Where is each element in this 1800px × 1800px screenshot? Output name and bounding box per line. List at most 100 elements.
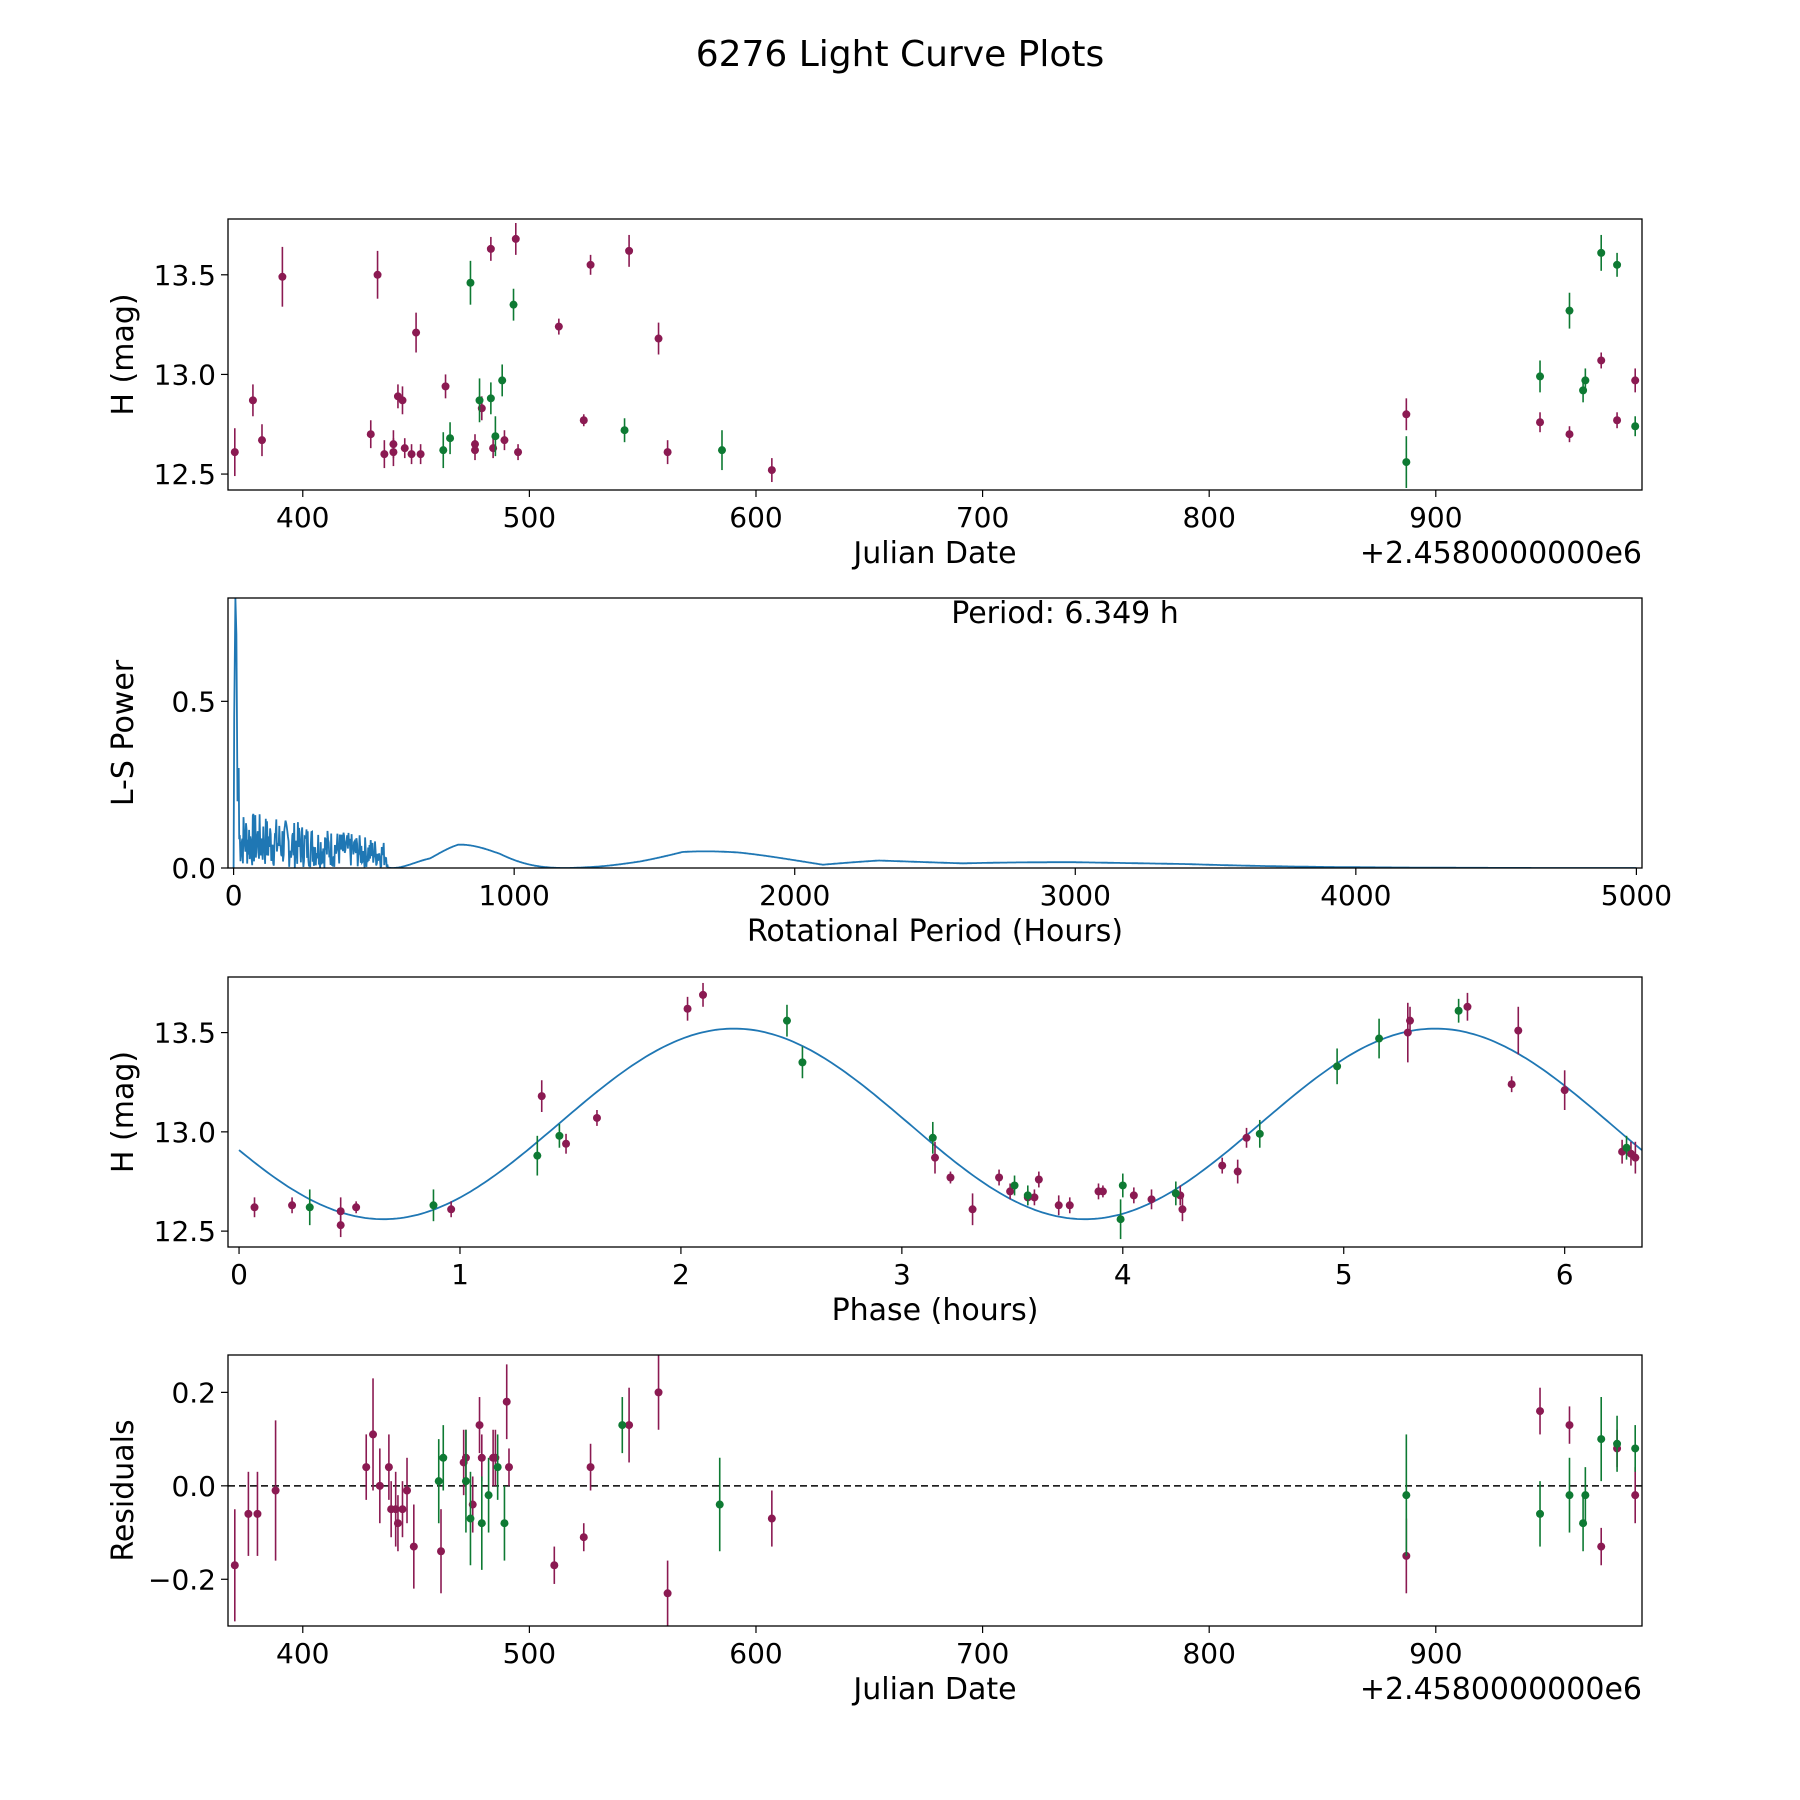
phased-point-g [533,1151,542,1160]
lightcurve-point-g [491,432,500,441]
periodogram-ytick-label: 0.5 [171,685,216,718]
phased-point-r [1218,1161,1227,1170]
lightcurve-xtick-label: 700 [956,501,1009,534]
lightcurve-point-r [257,436,266,445]
periodogram-ytick-label: 0.0 [171,852,216,885]
residuals-point-r [1597,1542,1606,1551]
lightcurve-point-g [1613,260,1622,269]
lightcurve-point-r [373,270,382,279]
lightcurve-xtick-label: 600 [729,501,782,534]
phased-xtick-label: 3 [893,1258,911,1291]
residuals-point-g [434,1477,443,1486]
periodogram-series [232,598,1637,868]
residuals-point-r [586,1463,595,1472]
periodogram-xlabel: Rotational Period (Hours) [747,914,1123,949]
lightcurve-ylabel: H (mag) [106,293,141,415]
phased-point-r [1463,1002,1472,1011]
phased-point-r [699,990,708,999]
residuals-point-g [1565,1491,1574,1500]
lightcurve-xlabel: Julian Date [851,536,1016,571]
phased-xtick-label: 1 [451,1258,469,1291]
phased-point-r [1147,1195,1156,1204]
phased-point-r [1030,1193,1039,1202]
lightcurve-point-g [446,434,455,443]
period-annotation: Period: 6.349 h [951,596,1179,631]
residuals-point-r [475,1421,484,1430]
residuals-point-g [484,1491,493,1500]
residuals-point-g [1536,1509,1545,1518]
lightcurve-point-g [486,394,495,403]
phased-point-r [1242,1133,1251,1142]
lightcurve-x-offset-label: +2.4580000000e6 [1360,536,1642,571]
residuals-ytick-label: 0.0 [171,1470,216,1503]
phased-point-r [946,1173,955,1182]
lightcurve-point-r [278,272,287,281]
residuals-point-g [493,1463,502,1472]
residuals-point-r [230,1561,239,1570]
lightcurve-ytick-label: 12.5 [154,458,216,491]
lightcurve-points [230,222,1640,489]
lightcurve-point-r [767,466,776,475]
phased-point-r [288,1201,297,1210]
periodogram-axes-frame [227,597,1643,869]
residuals-xtick-label: 900 [1409,1637,1462,1670]
phased-point-r [537,1092,546,1101]
lightcurve-xtick-label: 800 [1182,501,1235,534]
phased-point-g [798,1058,807,1067]
phased-xtick-label: 4 [1114,1258,1132,1291]
residuals-xtick-label: 800 [1182,1637,1235,1670]
residuals-xtick-label: 400 [276,1637,329,1670]
residuals-ylabel: Residuals [106,1419,141,1561]
residuals-point-r [1536,1407,1545,1416]
lightcurve-xtick-label: 500 [503,501,556,534]
phased-point-g [1454,1006,1463,1015]
phased-ylabel: H (mag) [106,1051,141,1173]
residuals-point-g [439,1453,448,1462]
lightcurve-point-g [498,376,507,385]
residuals-point-g [618,1421,627,1430]
lightcurve-panel: 400 500 600 700 800 900 12.5 13.0 13.5 Julian Dat… [106,218,1643,571]
phased-point-r [1631,1153,1640,1162]
phased-point-r [968,1205,977,1214]
residuals-points [230,1355,1640,1626]
phased-point-r [1065,1201,1074,1210]
residuals-axes-frame [227,1354,1643,1627]
residuals-point-r [502,1397,511,1406]
residuals-point-r [244,1509,253,1518]
lightcurve-point-r [511,234,520,243]
lightcurve-point-r [554,322,563,331]
residuals-x-offset-label: +2.4580000000e6 [1360,1672,1642,1707]
residuals-point-r [393,1519,402,1528]
lightcurve-point-r [1597,356,1606,365]
lightcurve-ytick-label: 13.0 [154,358,216,391]
phased-point-g [1010,1181,1019,1190]
periodogram-xtick-label: 0 [225,879,243,912]
periodogram-line [232,598,1637,868]
periodogram-xtick-label: 3000 [1040,879,1111,912]
residuals-point-r [663,1589,672,1598]
phased-xtick-label: 6 [1556,1258,1574,1291]
residuals-point-r [504,1463,513,1472]
residuals-point-g [1613,1439,1622,1448]
residuals-point-r [625,1421,634,1430]
lightcurve-point-r [654,334,663,343]
lightcurve-point-r [1402,410,1411,419]
residuals-ytick-label: −0.2 [148,1563,216,1596]
phased-point-r [1406,1016,1415,1025]
lightcurve-point-r [366,430,375,439]
residuals-point-r [550,1561,559,1570]
phased-point-r [1507,1080,1516,1089]
lightcurve-point-r [500,436,509,445]
lightcurve-point-r [1536,418,1545,427]
phased-point-r [336,1221,345,1230]
phased-point-r [447,1205,456,1214]
lightcurve-point-r [230,448,239,457]
residuals-point-r [654,1388,663,1397]
phased-point-g [1622,1143,1631,1152]
residuals-point-g [715,1500,724,1509]
lightcurve-point-r [389,448,398,457]
phased-point-r [336,1207,345,1216]
residuals-point-g [1402,1491,1411,1500]
residuals-point-r [253,1509,262,1518]
lightcurve-point-r [470,446,479,455]
